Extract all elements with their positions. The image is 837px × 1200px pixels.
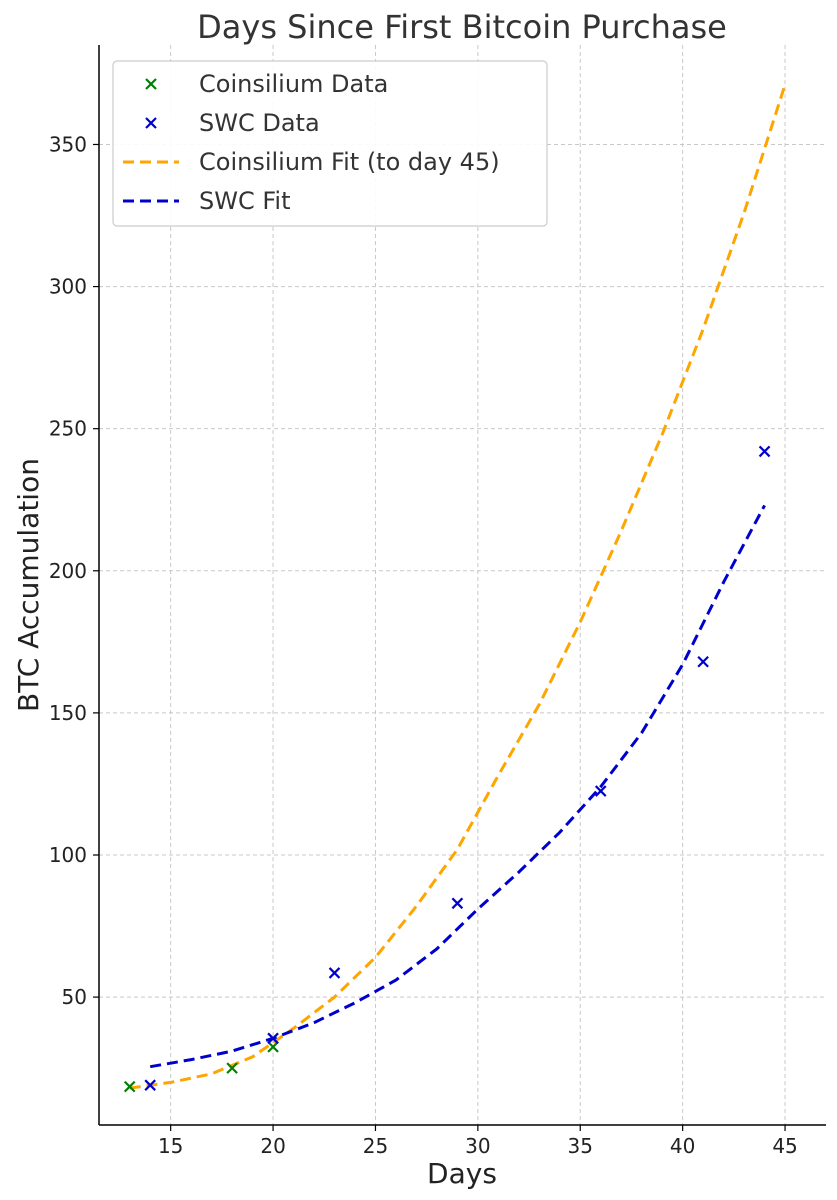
legend-label: SWC Fit bbox=[199, 187, 291, 215]
legend: Coinsilium Data SWC Data Coinsilium Fit (t… bbox=[112, 60, 548, 227]
data-point-swc-data bbox=[267, 1032, 279, 1045]
y-tick-label: 50 bbox=[62, 985, 87, 1009]
plot-area bbox=[123, 84, 787, 1093]
legend-label: SWC Data bbox=[199, 109, 320, 137]
x-tick-label: 15 bbox=[158, 1134, 183, 1158]
y-tick-label: 150 bbox=[49, 701, 87, 725]
y-tick-label: 100 bbox=[49, 843, 87, 867]
x-tick-label: 30 bbox=[465, 1134, 490, 1158]
x-tick-label: 25 bbox=[363, 1134, 388, 1158]
data-point-coinsilium-data bbox=[267, 1041, 279, 1053]
data-point-swc-data bbox=[697, 655, 709, 668]
y-tick-label: 250 bbox=[49, 417, 87, 441]
legend-label: Coinsilium Data bbox=[199, 70, 388, 98]
legend-marker bbox=[145, 78, 157, 90]
data-point-swc-data bbox=[144, 1079, 156, 1091]
x-tick-label: 35 bbox=[568, 1134, 593, 1158]
legend-box bbox=[112, 60, 548, 227]
data-point-coinsilium-data bbox=[226, 1062, 238, 1074]
y-axis-label: BTC Accumulation bbox=[12, 458, 45, 712]
axis-ticks: 15 20 25 30 35 40 45 50 100 150 200 250 300 350 bbox=[49, 132, 798, 1158]
y-tick-label: 350 bbox=[49, 132, 87, 156]
x-tick-label: 45 bbox=[772, 1134, 797, 1158]
fit-line-coinsilium-fit-to-day-45 bbox=[129, 84, 787, 1090]
grid bbox=[99, 45, 826, 1125]
y-tick-label: 300 bbox=[49, 275, 87, 299]
legend-label: Coinsilium Fit (to day 45) bbox=[199, 148, 500, 176]
legend-marker bbox=[145, 117, 157, 129]
x-tick-label: 40 bbox=[670, 1134, 695, 1158]
fit-line-swc-fit bbox=[149, 504, 766, 1069]
data-point-coinsilium-data bbox=[123, 1080, 136, 1093]
y-tick-label: 200 bbox=[49, 559, 87, 583]
x-axis-label: Days bbox=[427, 1157, 497, 1190]
data-point-swc-data bbox=[594, 785, 607, 797]
x-tick-label: 20 bbox=[260, 1134, 285, 1158]
data-point-swc-data bbox=[328, 967, 341, 979]
chart-title: Days Since First Bitcoin Purchase bbox=[197, 8, 727, 46]
data-point-swc-data bbox=[758, 445, 771, 458]
data-point-swc-data bbox=[451, 897, 464, 910]
